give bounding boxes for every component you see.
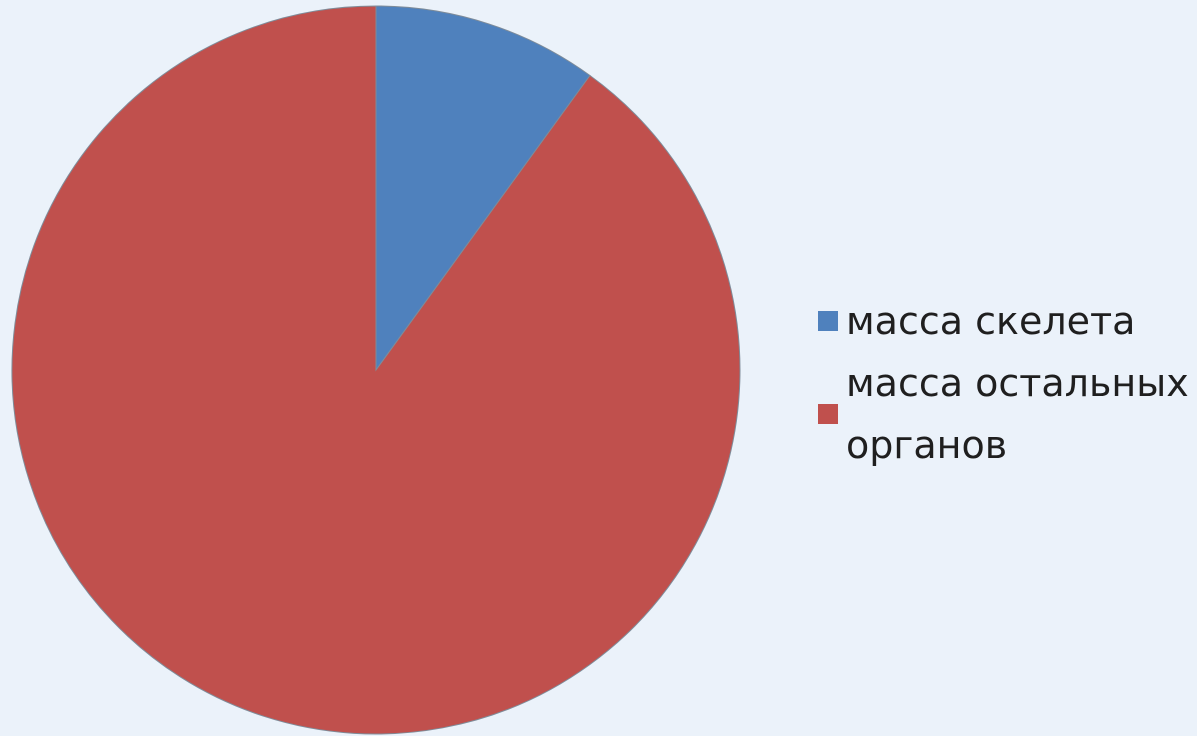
chart-legend: масса скелета масса остальных органов bbox=[818, 290, 1190, 476]
legend-label-skeleton: масса скелета bbox=[846, 299, 1136, 343]
legend-label-other-organs: масса остальных органов bbox=[846, 361, 1189, 467]
legend-item-other-organs: масса остальных органов bbox=[818, 352, 1190, 476]
legend-swatch-skeleton bbox=[818, 311, 838, 331]
pie-slice-other-organs bbox=[11, 5, 741, 735]
legend-item-skeleton: масса скелета bbox=[818, 290, 1190, 352]
legend-swatch-other-organs bbox=[818, 404, 838, 424]
pie-slice-skeleton bbox=[375, 5, 591, 372]
